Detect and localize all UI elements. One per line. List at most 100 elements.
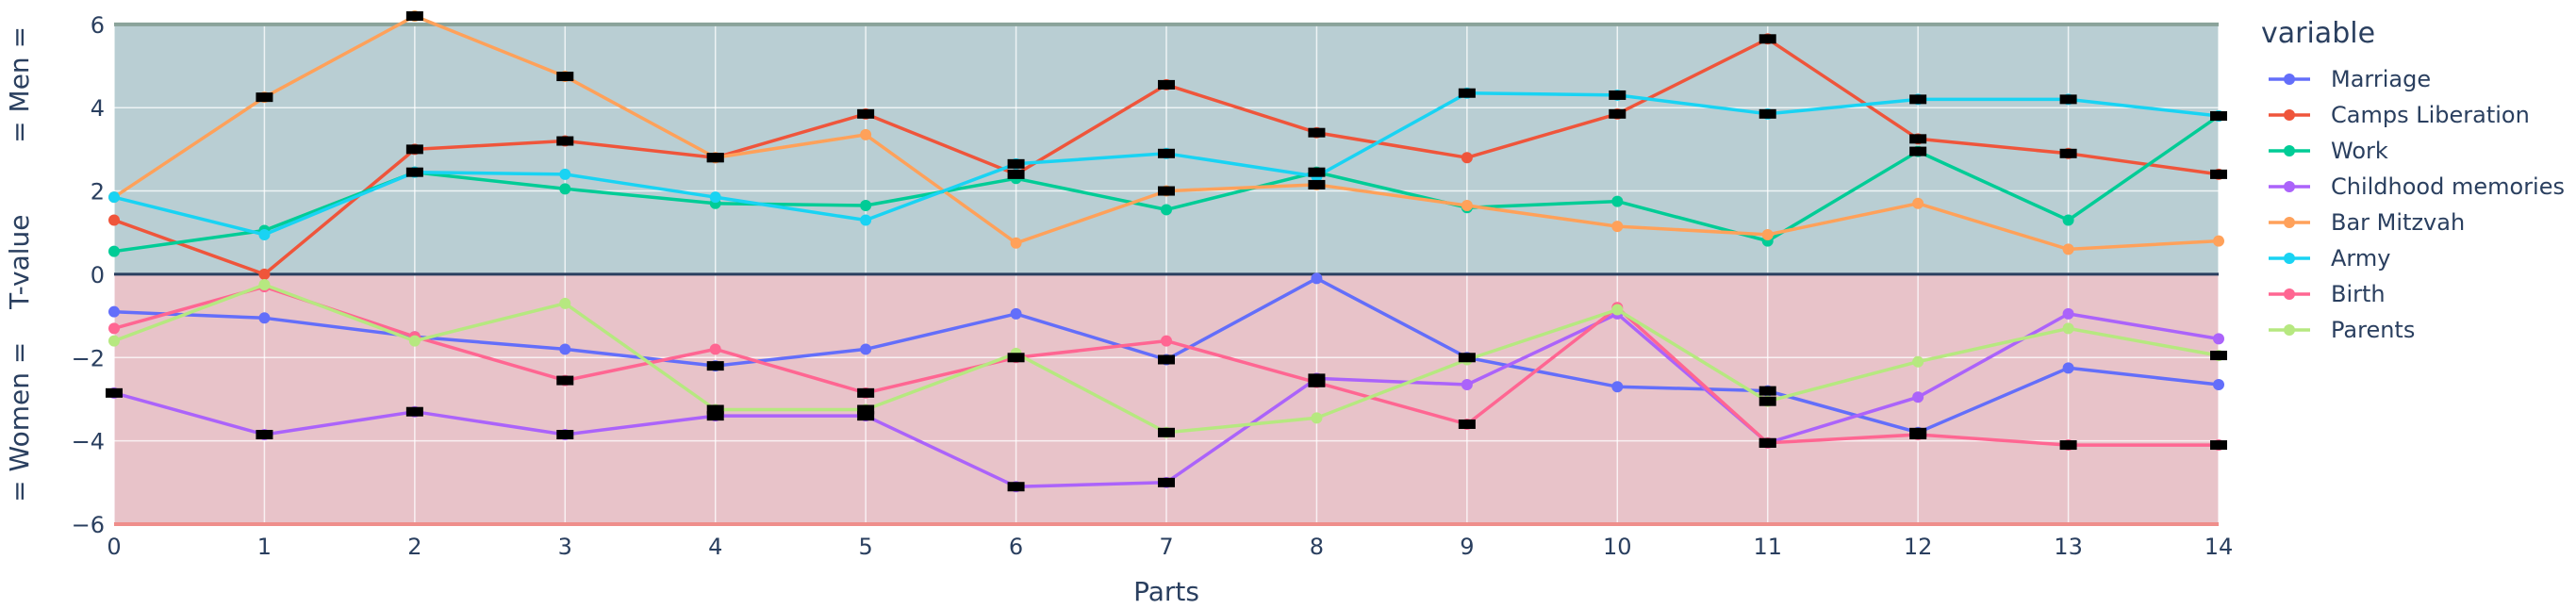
- data-point[interactable]: [1461, 378, 1473, 390]
- significance-marker: [1458, 419, 1476, 429]
- data-point[interactable]: [258, 268, 271, 280]
- data-point[interactable]: [258, 312, 271, 324]
- data-point[interactable]: [1311, 272, 1323, 285]
- data-point[interactable]: [1461, 152, 1473, 164]
- significance-marker: [1158, 148, 1175, 158]
- legend-title: variable: [2261, 17, 2375, 50]
- significance-marker: [706, 411, 724, 421]
- x-tick-label: 5: [859, 534, 873, 560]
- data-point[interactable]: [2062, 214, 2074, 226]
- significance-marker: [1308, 127, 1326, 138]
- data-point[interactable]: [559, 343, 571, 355]
- significance-marker: [1759, 108, 1776, 119]
- data-point[interactable]: [1611, 304, 1624, 316]
- legend[interactable]: variable Marriage Camps Liberation Work Chil…: [2261, 17, 2565, 343]
- significance-marker: [1458, 353, 1476, 363]
- significance-marker: [706, 404, 724, 415]
- y-tick-label: 2: [91, 179, 105, 206]
- legend-item-bar-mitzvah[interactable]: Bar Mitzvah: [2269, 209, 2465, 236]
- data-point[interactable]: [258, 228, 271, 240]
- y-tick-label: −6: [72, 512, 105, 538]
- data-point[interactable]: [860, 200, 872, 212]
- data-point[interactable]: [2213, 333, 2224, 345]
- data-point[interactable]: [2062, 322, 2074, 335]
- data-point[interactable]: [108, 305, 120, 318]
- data-point[interactable]: [1912, 391, 1924, 403]
- legend-item-work[interactable]: Work: [2269, 138, 2388, 164]
- x-tick-label: 0: [107, 534, 121, 560]
- significance-marker: [1909, 430, 1927, 440]
- legend-label: Camps Liberation: [2331, 102, 2530, 128]
- significance-marker: [857, 108, 875, 119]
- significance-marker: [2210, 169, 2227, 179]
- data-point[interactable]: [108, 245, 120, 257]
- data-point[interactable]: [860, 128, 872, 140]
- x-tick-label: 9: [1460, 534, 1474, 560]
- data-point[interactable]: [860, 343, 872, 355]
- data-point[interactable]: [1010, 237, 1022, 249]
- data-point[interactable]: [1010, 307, 1022, 320]
- significance-marker: [1158, 354, 1175, 365]
- x-tick-label: 11: [1753, 534, 1782, 560]
- data-point[interactable]: [1161, 204, 1172, 216]
- significance-marker: [1158, 186, 1175, 196]
- data-point[interactable]: [1311, 412, 1323, 424]
- data-point[interactable]: [2062, 243, 2074, 255]
- data-point[interactable]: [2213, 378, 2224, 390]
- data-point[interactable]: [1912, 355, 1924, 368]
- significance-marker: [405, 144, 423, 155]
- legend-swatch-marker: [2284, 145, 2295, 156]
- legend-label: Childhood memories: [2331, 173, 2565, 200]
- data-point[interactable]: [2062, 362, 2074, 374]
- significance-marker: [857, 411, 875, 421]
- significance-marker: [2210, 440, 2227, 451]
- data-point[interactable]: [108, 214, 120, 226]
- data-point[interactable]: [559, 297, 571, 309]
- legend-swatch-marker: [2284, 288, 2295, 300]
- significance-marker: [405, 406, 423, 417]
- data-point[interactable]: [1912, 197, 1924, 209]
- x-tick-label: 10: [1603, 534, 1632, 560]
- legend-label: Work: [2331, 138, 2388, 164]
- significance-marker: [1759, 386, 1776, 396]
- data-point[interactable]: [709, 343, 721, 355]
- significance-marker: [1007, 482, 1025, 492]
- legend-item-camps-liberation[interactable]: Camps Liberation: [2269, 102, 2530, 128]
- data-point[interactable]: [1161, 335, 1172, 347]
- significance-marker: [1007, 169, 1025, 179]
- data-point[interactable]: [258, 278, 271, 290]
- data-point[interactable]: [2213, 235, 2224, 247]
- significance-marker: [405, 11, 423, 21]
- data-point[interactable]: [1611, 221, 1624, 233]
- data-point[interactable]: [108, 322, 120, 335]
- data-point[interactable]: [108, 335, 120, 347]
- legend-swatch-marker: [2284, 253, 2295, 264]
- significance-marker: [1158, 477, 1175, 487]
- legend-item-childhood-memories[interactable]: Childhood memories: [2269, 173, 2565, 200]
- significance-marker: [556, 375, 574, 386]
- x-tick-label: 3: [558, 534, 572, 560]
- data-point[interactable]: [108, 191, 120, 204]
- legend-swatch-marker: [2284, 324, 2295, 336]
- data-point[interactable]: [1611, 195, 1624, 207]
- significance-marker: [1759, 34, 1776, 44]
- data-point[interactable]: [1761, 228, 1774, 240]
- data-point[interactable]: [559, 183, 571, 195]
- significance-marker: [256, 430, 273, 440]
- data-point[interactable]: [709, 191, 721, 204]
- data-point[interactable]: [2062, 307, 2074, 320]
- data-point[interactable]: [860, 214, 872, 226]
- x-axis-title: Parts: [1133, 576, 1199, 607]
- significance-marker: [1759, 437, 1776, 448]
- data-point[interactable]: [1461, 200, 1473, 212]
- data-point[interactable]: [408, 335, 421, 347]
- data-point[interactable]: [559, 168, 571, 180]
- legend-item-parents[interactable]: Parents: [2269, 317, 2415, 343]
- legend-item-marriage[interactable]: Marriage: [2269, 66, 2431, 92]
- legend-item-army[interactable]: Army: [2269, 245, 2390, 272]
- significance-marker: [1909, 134, 1927, 144]
- legend-item-birth[interactable]: Birth: [2269, 281, 2386, 307]
- data-point[interactable]: [1611, 381, 1624, 393]
- significance-marker: [1007, 353, 1025, 363]
